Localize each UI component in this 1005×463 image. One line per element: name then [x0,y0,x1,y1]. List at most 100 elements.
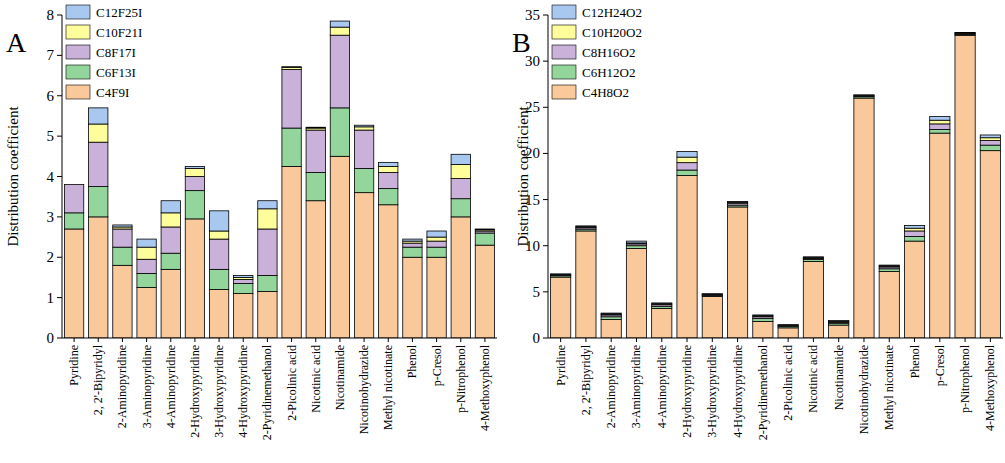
bar-segment [576,228,596,229]
legend-swatch [66,45,90,59]
bar-segment [778,325,798,326]
bar-segment [727,202,747,204]
bar-segment [137,273,156,287]
bar-segment [137,288,156,338]
bar-segment [475,245,494,338]
bar-segment [209,290,228,338]
bar-segment [753,314,773,316]
chart-root: 012345678Pyridine2, 2'-Bipyridyl2-Aminop… [0,0,1005,463]
bar-segment [778,324,798,325]
legend-swatch [552,5,576,19]
bar-segment [778,326,798,327]
bar-segment [354,125,373,127]
bar-segment [601,314,621,316]
x-tick-label: p-Cresol [430,344,444,386]
bar-segment [64,229,83,338]
bar-segment [161,213,180,227]
bar-segment [727,203,747,205]
x-tick-label: Methyl nicotinate [381,345,395,430]
bars [551,33,1001,338]
y-tick [57,257,62,258]
bar-segment [677,157,697,163]
y-tick [57,136,62,137]
bar-segment [89,217,108,338]
bar-segment [803,260,823,262]
bar-segment [551,273,571,274]
bar-segment [727,201,747,203]
bar-segment [330,21,349,27]
bar-segment [330,27,349,35]
bar-segment [677,152,697,158]
bar-segment [677,170,697,176]
y-axis-label: Distribution coefficient [515,106,531,247]
panel-title: A [6,27,27,58]
bar-segment [451,154,470,164]
x-tick [585,338,586,342]
bar-segment [677,163,697,170]
bar-segment [161,201,180,213]
bar-segment [403,239,422,241]
bar-segment [930,129,950,133]
x-tick [889,338,890,342]
panel-title: B [512,27,531,58]
y-tick-label: 1 [47,290,55,306]
x-tick-label: 2-Pyridinemethanol [260,344,274,440]
bar-segment [854,95,874,96]
bar-segment [702,294,722,295]
bar-segment [64,213,83,229]
bar-segment [753,319,773,322]
y-tick [543,291,548,292]
bar-segment [185,177,204,191]
bar-segment [930,120,950,124]
bar-segment [980,135,1000,138]
bar-segment [854,98,874,338]
bar-segment [803,258,823,260]
bar-segment [803,261,823,338]
legend-label: C10F21I [96,25,142,40]
bar-segment [475,233,494,245]
x-tick [636,338,637,342]
x-tick-label: Nicotinamide [832,345,846,410]
y-tick [57,297,62,298]
bar-segment [702,294,722,296]
bar-segment [403,257,422,338]
x-tick-label: 4-Hydroxypyridine [236,345,250,438]
y-tick-label: 2 [47,249,55,265]
bar-segment [904,236,924,241]
bar-segment [137,239,156,247]
bar-segment [113,265,132,338]
bar-segment [209,269,228,289]
bar-segment [930,133,950,338]
bar-segment [475,230,494,231]
x-tick [194,338,195,342]
bar-segment [778,328,798,338]
bar-segment [955,35,975,338]
bar-segment [904,228,924,231]
bar-segment [137,259,156,273]
bar-segment [803,257,823,259]
bar-segment [829,322,849,324]
x-tick [74,338,75,342]
bar-segment [955,34,975,36]
bar-segment [137,247,156,259]
y-axis-label: Distribution coefficient [5,106,21,247]
y-tick [543,199,548,200]
bar-segment [379,189,398,205]
legend-label: C8H16O2 [582,45,635,60]
bar-segment [64,184,83,185]
bar-segment [185,191,204,219]
bar-segment [451,199,470,217]
bar-segment [652,308,672,338]
x-tick [838,338,839,342]
bar-segment [551,277,571,338]
bar-segment [185,219,204,338]
bar-segment [601,320,621,338]
y-tick-label: 35 [525,7,540,23]
bar-segment [551,274,571,275]
x-tick-label: 2-Hydroxypyridine [680,345,694,438]
x-tick-label: Phenol [405,344,419,378]
x-tick [291,338,292,342]
bar-segment [306,130,325,172]
x-axis [62,338,497,339]
bar-segment [551,276,571,277]
